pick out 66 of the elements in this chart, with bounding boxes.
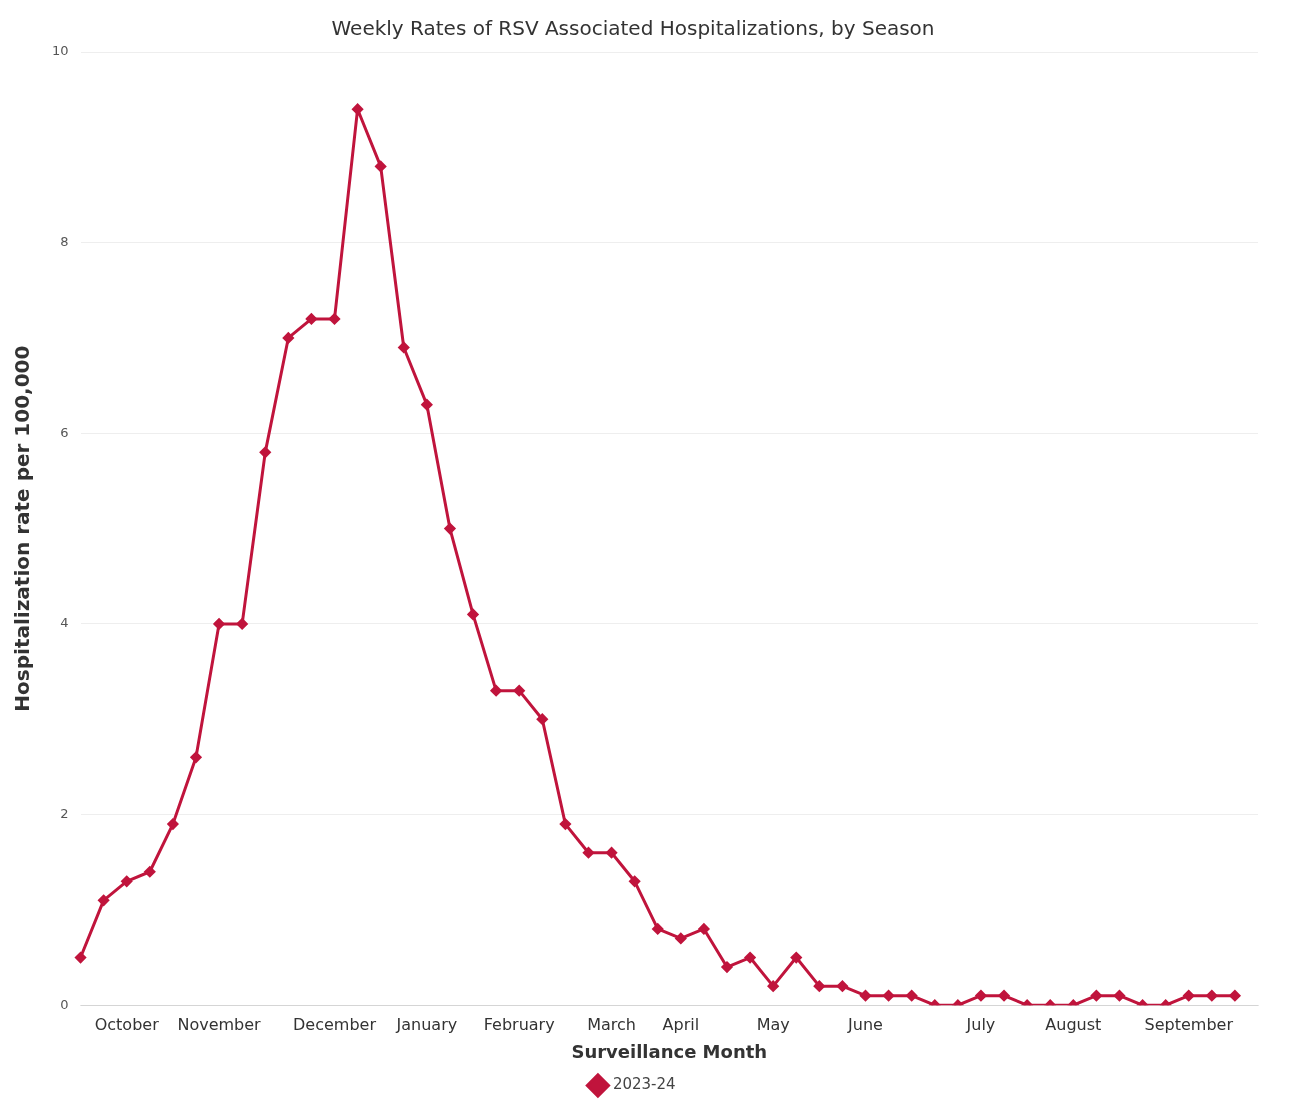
point bbox=[329, 313, 340, 325]
point bbox=[259, 446, 271, 458]
point bbox=[906, 990, 918, 1002]
y-tick-label: 4 bbox=[60, 615, 69, 631]
x-tick-label: January bbox=[395, 1014, 458, 1034]
y-tick-label: 10 bbox=[52, 43, 69, 59]
point bbox=[513, 685, 525, 697]
point bbox=[629, 875, 641, 887]
x-axis-title: Surveillance Month bbox=[571, 1040, 768, 1062]
x-tick-label: September bbox=[1144, 1014, 1234, 1034]
x-tick-label: May bbox=[756, 1014, 790, 1034]
point bbox=[375, 160, 387, 172]
point bbox=[75, 952, 87, 964]
y-tick-label: 2 bbox=[60, 805, 69, 821]
point bbox=[883, 990, 895, 1002]
x-tick-label: July bbox=[965, 1014, 996, 1034]
point bbox=[305, 313, 317, 325]
point bbox=[582, 847, 594, 859]
point bbox=[282, 332, 294, 344]
point bbox=[744, 952, 756, 964]
point bbox=[190, 751, 202, 763]
point bbox=[767, 980, 779, 992]
x-tick-label: November bbox=[177, 1014, 262, 1034]
point bbox=[121, 875, 133, 887]
point bbox=[536, 713, 548, 725]
point bbox=[444, 523, 456, 535]
point bbox=[698, 923, 710, 935]
point bbox=[1206, 990, 1218, 1002]
legend-label: 2023-24 bbox=[612, 1075, 676, 1094]
y-tick-label: 6 bbox=[60, 424, 69, 440]
point bbox=[559, 818, 571, 830]
x-tick-label: December bbox=[293, 1014, 377, 1034]
point bbox=[1183, 990, 1195, 1002]
point bbox=[213, 618, 225, 630]
point bbox=[675, 932, 687, 944]
point bbox=[467, 608, 479, 620]
x-tick-label: October bbox=[94, 1014, 160, 1034]
point bbox=[490, 685, 502, 697]
point bbox=[813, 980, 825, 992]
point bbox=[998, 990, 1010, 1002]
point bbox=[98, 894, 110, 906]
point bbox=[790, 952, 802, 964]
x-tick-label: August bbox=[1045, 1014, 1102, 1034]
point bbox=[236, 618, 248, 630]
y-tick-label: 8 bbox=[60, 234, 69, 250]
x-tick-label: March bbox=[587, 1014, 636, 1034]
point bbox=[398, 341, 410, 353]
y-axis-title: Hospitalization rate per 100,000 bbox=[10, 345, 35, 712]
point bbox=[144, 866, 156, 878]
point bbox=[975, 990, 987, 1002]
point bbox=[167, 818, 179, 830]
point bbox=[1229, 990, 1241, 1002]
point bbox=[836, 980, 848, 992]
x-tick-label: April bbox=[662, 1014, 700, 1034]
point bbox=[421, 399, 433, 411]
point bbox=[721, 961, 733, 973]
point bbox=[1090, 990, 1102, 1002]
y-tick-label: 0 bbox=[60, 996, 69, 1012]
point bbox=[606, 847, 618, 859]
point bbox=[652, 923, 664, 935]
point bbox=[860, 990, 872, 1002]
chart-title: Weekly Rates of RSV Associated Hospitalizations, by Season bbox=[331, 16, 935, 41]
point bbox=[352, 103, 364, 115]
x-tick-label: February bbox=[483, 1014, 555, 1034]
x-tick-label: June bbox=[847, 1014, 883, 1034]
point bbox=[1113, 990, 1125, 1002]
